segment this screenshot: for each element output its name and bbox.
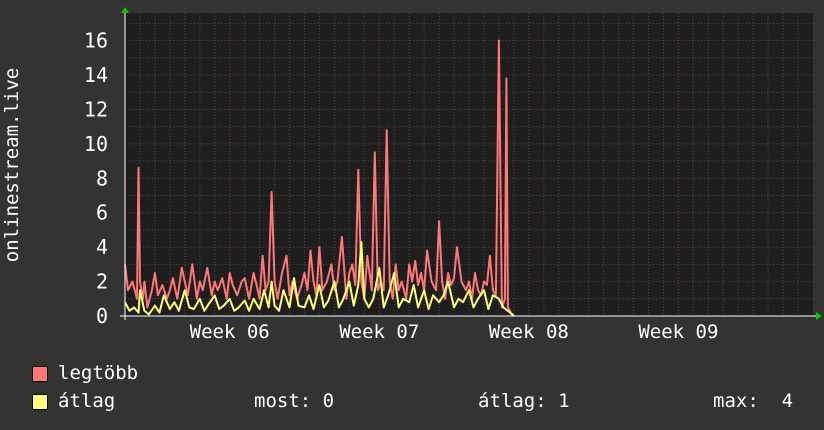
stat-max: max: 4 [713,390,794,412]
series-line-max [124,39,515,317]
x-tick-label: Week 06 [190,321,270,343]
y-axis-arrow-icon [121,7,129,13]
legend-item-max: legtöbb [32,362,812,390]
legend-item-avg: átlag most: 0 átlag: 1 max: 4 [32,390,812,418]
legend-swatch-avg [32,394,48,410]
stat-current: most: 0 [254,390,335,412]
axes [120,7,822,320]
legend: legtöbb átlag most: 0 átlag: 1 max: 4 [32,362,812,418]
x-tick-label: Week 09 [638,321,718,343]
y-tick-label: 0 [96,304,108,328]
y-tick-label: 10 [84,132,108,156]
y-axis-label: onlinestream.live [1,68,23,262]
x-tick-label: Week 07 [339,321,419,343]
x-tick-label: Week 08 [489,321,569,343]
grid [125,13,813,316]
series-lines [124,39,515,317]
y-tick-label: 16 [84,29,108,53]
y-tick-label: 4 [96,235,108,259]
y-tick-label: 6 [96,201,108,225]
tick-labels: 0 2 4 6 8 10 12 14 16 Week 06 Week 07 Week 08 Week 0… [84,29,719,343]
y-tick-label: 12 [84,97,108,121]
legend-label-max: legtöbb [58,362,139,384]
y-tick-label: 2 [96,270,108,294]
y-tick-label: 8 [96,166,108,190]
stat-average: átlag: 1 [478,390,570,412]
x-axis-arrow-icon [816,312,822,320]
legend-label-avg: átlag [58,390,116,412]
y-tick-label: 14 [84,63,108,87]
legend-swatch-max [32,366,48,382]
series-line-avg [124,241,515,317]
